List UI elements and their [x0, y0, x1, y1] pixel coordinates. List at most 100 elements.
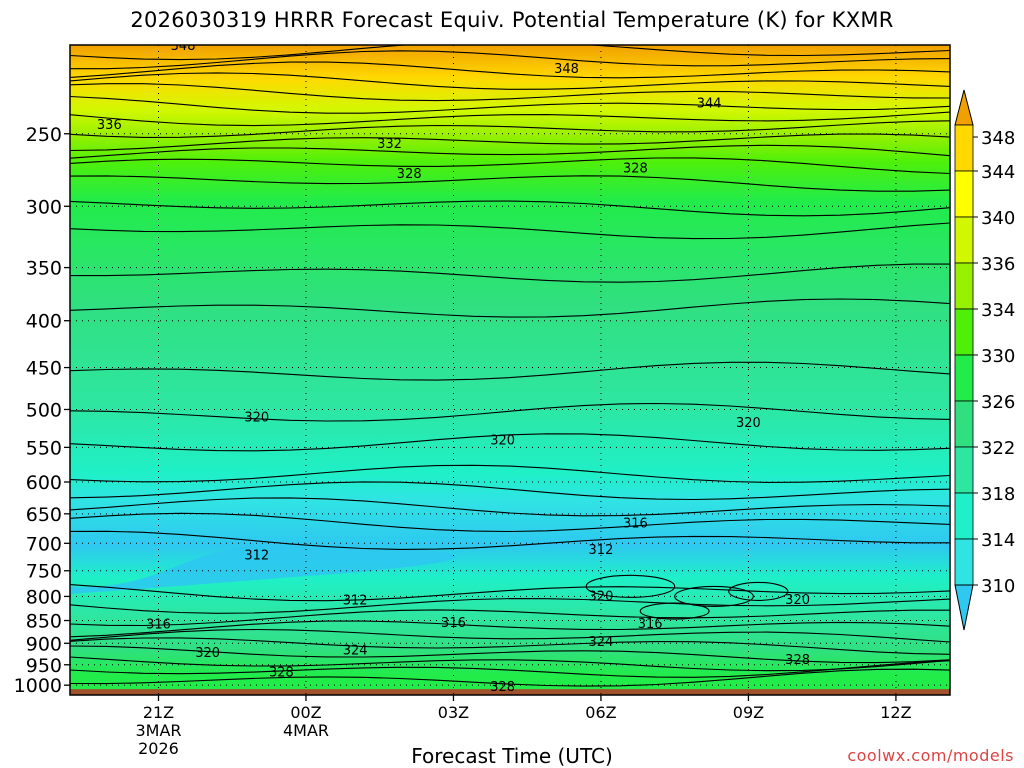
contour-label: 344 [697, 96, 722, 111]
x-tick-label: 09Z [733, 703, 764, 722]
x-tick-sublabel: 3MAR [135, 721, 181, 740]
contour-label: 316 [623, 516, 648, 531]
contour-label: 320 [589, 589, 614, 604]
contour-line [70, 512, 950, 533]
contour-line [70, 45, 950, 61]
x-tick-label: 00Z [290, 703, 321, 722]
y-tick-label: 250 [26, 124, 62, 146]
contour-label: 316 [146, 617, 171, 632]
contour-label: 320 [195, 646, 220, 661]
contour-line [70, 111, 950, 127]
terrain-strip [70, 689, 950, 695]
y-tick-label: 700 [26, 533, 62, 555]
colorbar-label: 330 [981, 346, 1015, 367]
contour-label: 328 [785, 653, 810, 668]
contour-line [70, 61, 950, 79]
colorbar-segment [954, 308, 974, 356]
contour-line [70, 133, 950, 152]
contour-line [70, 402, 950, 422]
x-tick-sublabel: 2026 [138, 739, 179, 758]
contour-label: 336 [97, 118, 122, 133]
contour-label: 312 [343, 593, 368, 608]
y-tick-label: 300 [26, 196, 62, 218]
contour-line [70, 609, 950, 627]
contour-line [70, 433, 950, 452]
contour-line [70, 144, 950, 159]
contour-line [70, 660, 950, 678]
y-tick-label: 950 [26, 655, 62, 677]
y-tick-label: 350 [26, 258, 62, 280]
contour-line [70, 200, 950, 217]
colorbar-segment [954, 538, 974, 586]
contour-label: 328 [623, 161, 648, 176]
colorbar-label: 322 [981, 438, 1015, 459]
y-tick-label: 650 [26, 504, 62, 526]
contour-cell [639, 602, 710, 620]
contour-label: 320 [785, 593, 810, 608]
colorbar-label: 318 [981, 484, 1015, 505]
colorbar-segment [954, 354, 974, 402]
contour-label: 312 [589, 543, 614, 558]
contour-cell [728, 581, 789, 601]
colorbar-top-arrow [954, 89, 974, 126]
contour-line [70, 157, 950, 175]
contour-line [70, 298, 950, 318]
colorbar-label: 310 [981, 576, 1015, 597]
contour-label: 324 [343, 643, 368, 658]
contour-line [70, 656, 950, 672]
x-tick-label: 21Z [143, 703, 174, 722]
colorbar-segment [954, 262, 974, 310]
x-axis-title: Forecast Time (UTC) [411, 744, 613, 768]
contour-line [70, 598, 950, 614]
colorbar-segment [954, 400, 974, 448]
contour-label: 332 [377, 137, 402, 152]
y-tick-label: 750 [26, 561, 62, 583]
colorbar-label: 326 [981, 392, 1015, 413]
y-tick-label: 550 [26, 437, 62, 459]
colorbar-segment [954, 170, 974, 218]
colorbar-label: 348 [981, 128, 1015, 149]
contour-line [70, 263, 950, 283]
contour-line [70, 637, 950, 655]
contour-label: 316 [441, 616, 466, 631]
colorbar-label: 336 [981, 254, 1015, 275]
colorbar-label: 344 [981, 162, 1015, 183]
y-tick-label: 400 [26, 311, 62, 333]
contour-line [70, 628, 950, 643]
contour-line [70, 95, 950, 114]
y-tick-label: 900 [26, 633, 62, 655]
x-tick-label: 03Z [438, 703, 469, 722]
x-tick-sublabel: 4MAR [283, 721, 329, 740]
contour-line [70, 50, 950, 70]
contour-label: 348 [554, 62, 579, 77]
y-tick-label: 500 [26, 399, 62, 421]
contour-line [70, 620, 950, 638]
contour-line [70, 584, 950, 602]
contour-line [70, 668, 950, 687]
x-tick-label: 06Z [585, 703, 616, 722]
colorbar-segment [954, 492, 974, 540]
contour-line [70, 83, 950, 102]
colorbar-segment [954, 446, 974, 494]
contour-label: 320 [490, 433, 515, 448]
contour-label: 320 [736, 416, 761, 431]
contour-label: 312 [244, 549, 269, 564]
y-tick-label: 1000 [14, 675, 62, 697]
contour-label: 320 [244, 411, 269, 426]
plot-frame [69, 44, 951, 696]
credit-text[interactable]: coolwx.com/models [847, 746, 1014, 765]
contour-label: 324 [589, 635, 614, 650]
chart-title: 2026030319 HRRR Forecast Equiv. Potentia… [130, 8, 894, 32]
colorbar-label: 314 [981, 530, 1015, 551]
y-tick-label: 800 [26, 586, 62, 608]
contour-line [70, 530, 950, 550]
contour-line [70, 481, 950, 501]
contour-label: 328 [490, 680, 515, 695]
contour-line [70, 497, 950, 517]
colorbar-segment [954, 124, 974, 172]
contour-cell [674, 585, 754, 607]
contour-label: 328 [269, 665, 294, 680]
contour-line [70, 175, 950, 192]
colorbar-segment [954, 216, 974, 264]
